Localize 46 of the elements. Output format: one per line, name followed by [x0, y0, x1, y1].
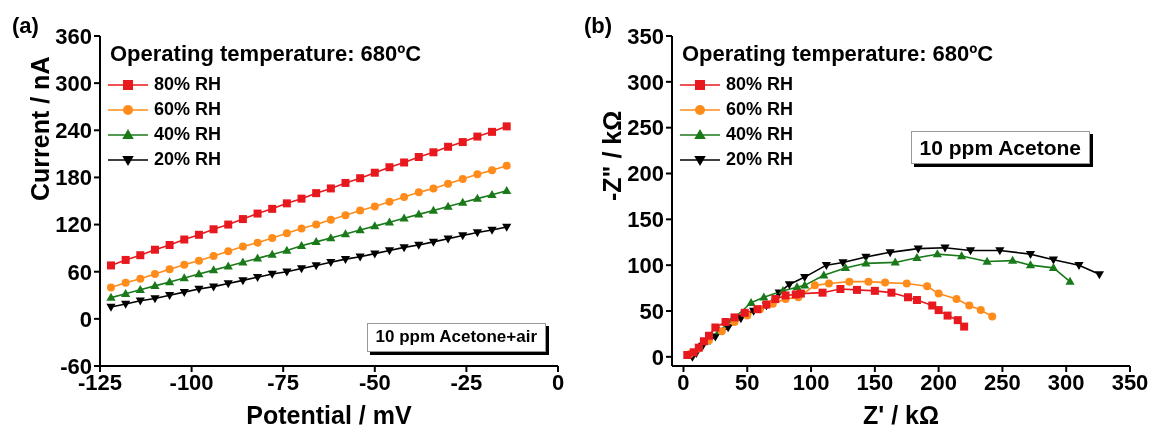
y-tick-label: 150 — [627, 207, 664, 233]
legend-label: 40% RH — [154, 124, 222, 145]
text: (b) — [584, 13, 613, 39]
legend-label: 60% RH — [154, 99, 222, 120]
y-tick-label: 360 — [55, 23, 92, 49]
y-tick-label: 300 — [627, 69, 664, 95]
y-tick-label: 120 — [55, 212, 92, 238]
x-tick-label: 150 — [856, 369, 894, 395]
y-tick-label: 0 — [651, 344, 664, 370]
x-tick-label: 50 — [735, 369, 760, 395]
legend-label: 80% RH — [154, 74, 222, 95]
y-axis-title: Current / nA — [25, 56, 54, 201]
y-tick-label: 300 — [55, 70, 92, 96]
x-tick-label: -25 — [450, 369, 483, 395]
legend-label: 40% RH — [726, 124, 794, 145]
y-tick-label: 50 — [639, 298, 664, 324]
y-tick-label: 180 — [55, 165, 92, 191]
legend-label: 80% RH — [726, 74, 794, 95]
annotation: 10 ppm Acetone+air — [366, 323, 546, 352]
legend-label: 20% RH — [154, 149, 222, 170]
x-tick-label: -50 — [358, 369, 391, 395]
x-axis-title: Z' / kΩ — [862, 401, 940, 429]
y-tick-label: 200 — [627, 161, 664, 187]
x-tick-label: -100 — [169, 369, 214, 395]
y-tick-label: 240 — [55, 118, 92, 144]
legend-label: 20% RH — [726, 149, 794, 170]
annotation: Operating temperature: 680ºC — [682, 41, 994, 67]
y-axis-title: -Z" / kΩ — [597, 110, 626, 201]
x-tick-label: 0 — [677, 369, 690, 395]
y-tick-label: 0 — [79, 306, 92, 332]
x-axis-title: Potential / mV — [246, 401, 412, 429]
y-tick-label: 350 — [627, 23, 664, 49]
text: (a) — [12, 13, 39, 39]
x-tick-label: -75 — [267, 369, 300, 395]
legend-label: 60% RH — [726, 99, 794, 120]
x-tick-label: 300 — [1047, 369, 1085, 395]
x-tick-label: 0 — [551, 369, 565, 395]
y-tick-label: 250 — [627, 115, 664, 141]
x-tick-label: 250 — [984, 369, 1021, 395]
annotation: Operating temperature: 680ºC — [110, 41, 422, 67]
x-tick-label: 350 — [1111, 369, 1149, 395]
annotation: 10 ppm Acetone — [910, 131, 1090, 165]
x-tick-label: 200 — [920, 369, 957, 395]
x-tick-label: 100 — [792, 369, 830, 395]
y-tick-label: 60 — [67, 259, 92, 285]
y-tick-label: 100 — [627, 252, 664, 278]
